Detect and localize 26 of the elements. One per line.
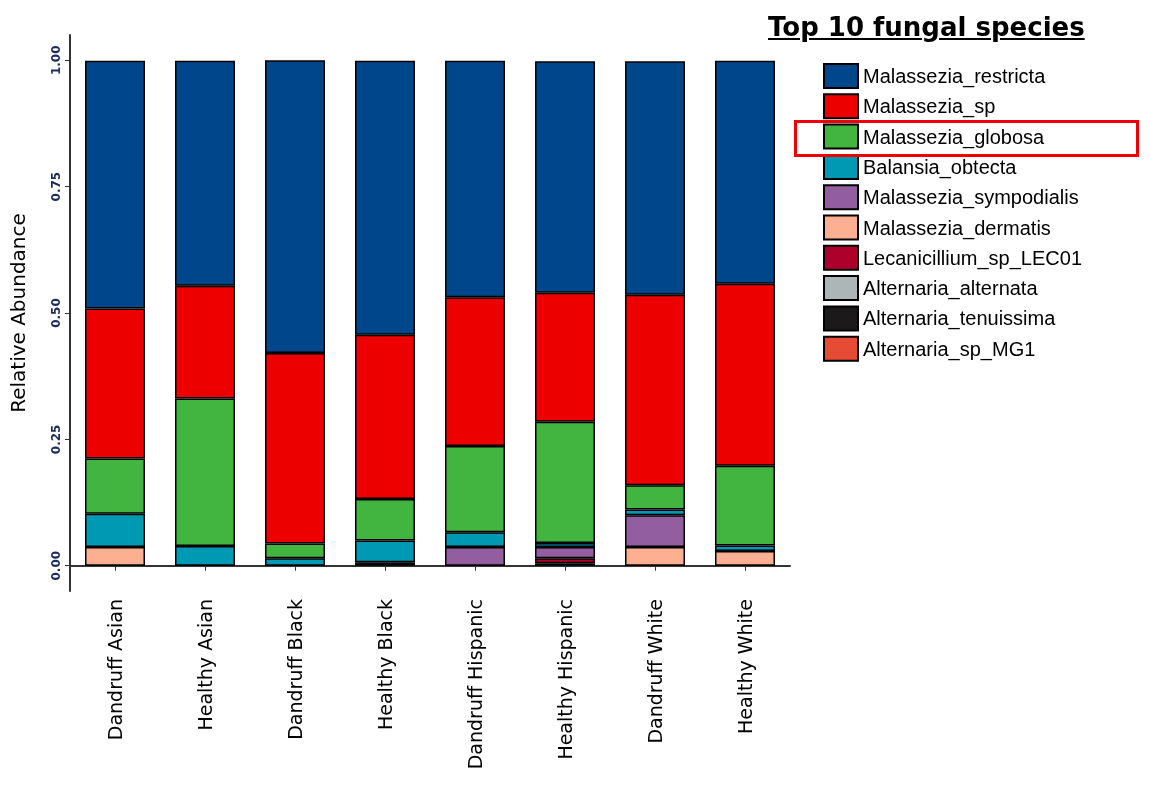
y-tick-label: 0.50	[49, 298, 63, 328]
legend-label: Lecanicillium_sp_LEC01	[863, 246, 1083, 270]
legend-label: Malassezia_globosa	[863, 125, 1046, 149]
x-tick-label: Dandruff Black	[284, 599, 306, 740]
legend-label: Alternaria_sp_MG1	[863, 337, 1036, 361]
bar	[535, 547, 595, 559]
legend-label: Malassezia_dermatis	[863, 216, 1051, 240]
legend-label: Alternaria_tenuissima	[863, 307, 1057, 331]
y-tick-label: 0.75	[49, 171, 63, 202]
legend-label: Malassezia_restricta	[863, 65, 1047, 88]
legend-label: Malassezia_sympodialis	[863, 186, 1079, 210]
y-tick-label: 0.00	[49, 550, 63, 581]
x-tick-label: Dandruff White	[644, 599, 666, 744]
x-tick-label: Healthy Black	[374, 599, 396, 731]
legend-label: Malassezia_sp	[863, 95, 996, 119]
x-tick-label: Healthy White	[734, 599, 756, 734]
y-tick-label: 0.25	[49, 424, 63, 455]
x-tick-label: Healthy Hispanic	[554, 599, 576, 760]
x-tick-label: Dandruff Asian	[104, 599, 126, 741]
x-tick-label: Healthy Asian	[194, 599, 216, 731]
legend-title: Top 10 fungal species	[768, 12, 1085, 42]
y-axis-title: Relative Abundance	[6, 213, 30, 413]
y-tick-label: 1.00	[49, 45, 63, 76]
legend-label: Alternaria_alternata	[863, 277, 1039, 301]
legend-label: Balansia_obtecta	[863, 155, 1018, 179]
x-tick-label: Dandruff Hispanic	[464, 599, 486, 770]
